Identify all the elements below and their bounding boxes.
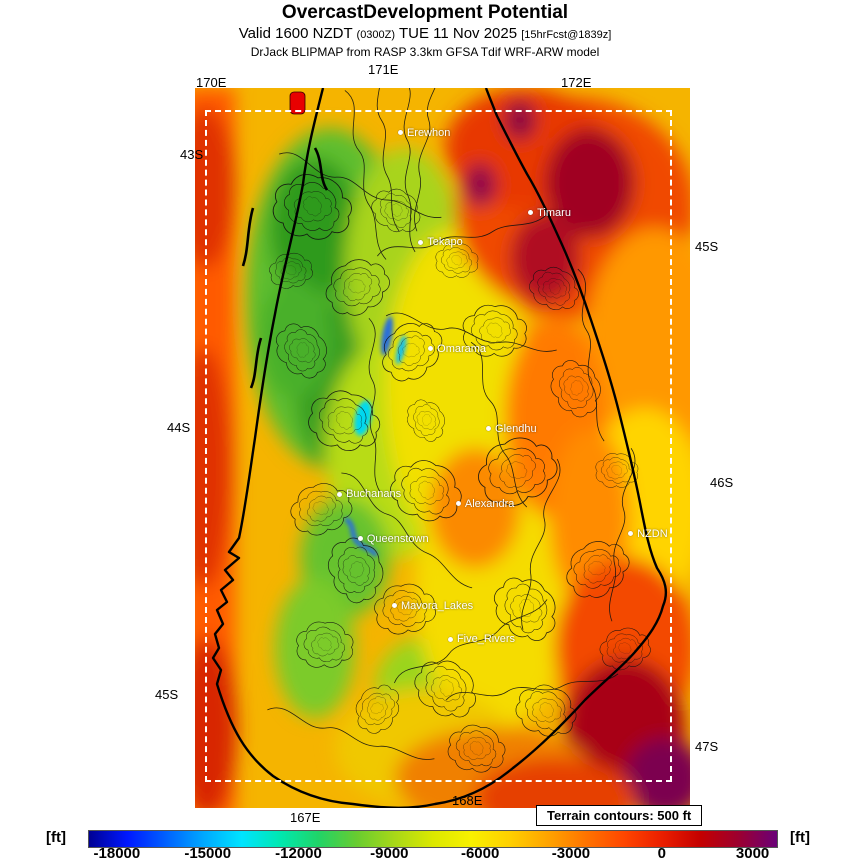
valid-utc: (0300Z) <box>356 29 396 41</box>
lon-label: 168E <box>452 793 483 808</box>
map-figure: Erewhon Timaru Tekapo Omarama Glendhu Bu… <box>195 88 690 808</box>
colorbar-gradient <box>88 830 778 848</box>
colorbar-unit-left: [ft] <box>46 829 66 846</box>
map-place: Alexandra <box>455 497 515 510</box>
field-shading <box>195 88 690 808</box>
map-image <box>195 88 690 808</box>
lat-label: 47S <box>695 739 719 754</box>
place-marker-icon <box>397 130 403 136</box>
colorbar-tick: -9000 <box>370 845 409 860</box>
map-place: Omarama <box>428 343 486 355</box>
map-place: Erewhon <box>397 126 451 139</box>
place-marker-icon <box>447 636 453 642</box>
place-label: NZDN <box>637 527 668 540</box>
lon-label: 171E <box>368 62 399 77</box>
terrain-contours-legend: Terrain contours: 500 ft <box>536 805 703 826</box>
lat-label: 44S <box>167 420 191 435</box>
colorbar-tick: -3000 <box>551 845 591 860</box>
place-label: Glendhu <box>495 422 537 435</box>
colorbar-tick: -12000 <box>275 845 322 860</box>
valid-prefix: Valid 1600 NZDT <box>238 25 357 42</box>
place-marker-icon <box>337 491 343 497</box>
map-place: Queenstown <box>357 532 429 545</box>
map-place: Tekapo <box>418 236 463 249</box>
map-place: Mavora_Lakes <box>392 600 473 612</box>
place-label: Tekapo <box>427 236 463 249</box>
place-label: Mavora_Lakes <box>401 599 474 612</box>
colorbar-tick: 3000 <box>735 845 770 860</box>
map-place: NZDN <box>628 528 668 540</box>
valid-date: TUE 11 Nov 2025 <box>395 25 522 42</box>
lon-label: 172E <box>561 75 592 90</box>
place-marker-icon <box>418 239 424 245</box>
place-marker-icon <box>628 531 634 537</box>
place-marker-icon <box>392 603 397 609</box>
lakes <box>344 316 407 557</box>
place-marker-icon <box>528 210 534 216</box>
lat-label: 46S <box>710 475 734 490</box>
model-source-line: DrJack BLIPMAP from RASP 3.3km GFSA Tdif… <box>250 45 600 59</box>
place-label: Queenstown <box>366 532 429 545</box>
ridge-marks <box>241 147 329 389</box>
place-label: Timaru <box>537 206 571 219</box>
lon-label: 167E <box>290 810 321 825</box>
place-label: Omarama <box>437 342 487 355</box>
lon-label: 170E <box>196 75 227 90</box>
colorbar-tick: 0 <box>657 845 666 860</box>
colorbar-unit-right: [ft] <box>790 829 810 846</box>
place-marker-icon <box>428 346 434 352</box>
place-marker-icon <box>455 501 461 507</box>
header: OvercastDevelopment Potential Valid 1600… <box>0 2 850 60</box>
place-label: Erewhon <box>406 126 451 139</box>
forecast-run-info: [15hrFcst@1839z] <box>521 29 612 41</box>
colorbar-tick: -18000 <box>93 845 141 860</box>
colorbar-tick: -15000 <box>184 845 232 860</box>
place-label: Buchanans <box>346 488 402 501</box>
place-label: Five_Rivers <box>456 633 516 646</box>
map-place: Glendhu <box>486 423 537 435</box>
colorbar-tick: -6000 <box>460 845 500 860</box>
place-marker-icon <box>486 426 492 432</box>
map-place: Buchanans <box>337 488 401 500</box>
coastline <box>211 88 668 808</box>
place-marker-icon <box>357 536 363 542</box>
map-place: Five_Rivers <box>447 633 516 646</box>
place-label: Alexandra <box>464 497 515 510</box>
colorbar-ticks: -18000 -15000 -12000 -9000 -6000 -3000 0… <box>88 845 776 860</box>
page-title: OvercastDevelopment Potential <box>281 2 569 23</box>
lat-label: 43S <box>180 147 204 162</box>
lat-label: 45S <box>695 239 719 254</box>
valid-time-line: Valid 1600 NZDT (0300Z) TUE 11 Nov 2025 … <box>0 24 850 45</box>
lat-label: 45S <box>155 687 179 702</box>
map-place: Timaru <box>528 207 571 219</box>
